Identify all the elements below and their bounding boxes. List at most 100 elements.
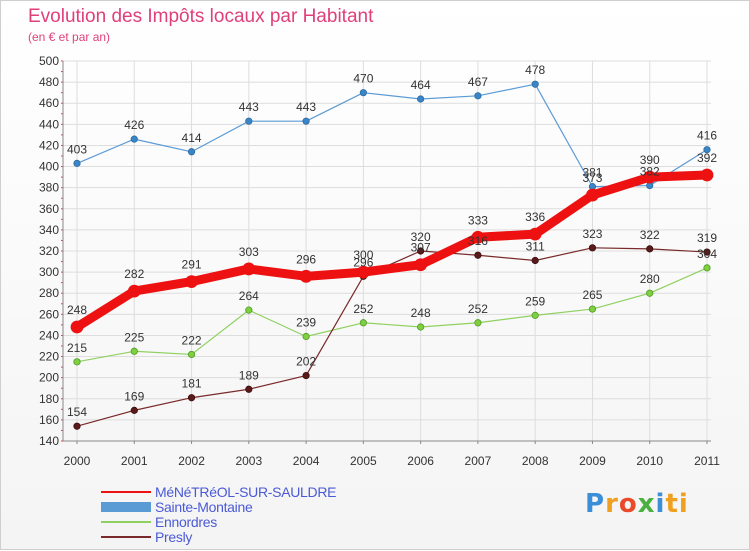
data-label: 169 [124, 389, 144, 403]
data-label: 319 [697, 231, 717, 245]
proxiti-logo: Proxiti [585, 489, 689, 519]
legend-label: MéNéTRéOL-SUR-SAULDRE [155, 484, 337, 500]
y-tick-label: 200 [39, 371, 59, 385]
x-tick-label: 2008 [522, 454, 549, 468]
data-point [130, 347, 138, 355]
data-point [359, 319, 367, 327]
data-label: 296 [353, 255, 373, 269]
data-label: 467 [468, 75, 488, 89]
y-tick-label: 240 [39, 328, 59, 342]
chart-subtitle: (en € et par an) [28, 30, 111, 44]
data-point [417, 247, 425, 255]
data-label: 248 [67, 303, 87, 317]
data-label: 464 [411, 78, 431, 92]
data-label: 307 [411, 241, 431, 255]
series-line [74, 170, 708, 331]
data-point [359, 89, 367, 97]
chart-title: Evolution des Impôts locaux par Habitant [28, 6, 374, 27]
legend-swatch [101, 521, 151, 523]
data-point [586, 188, 599, 202]
data-point [474, 92, 482, 100]
data-label: 316 [468, 234, 488, 248]
data-label: 225 [124, 330, 144, 344]
data-label: 403 [67, 142, 87, 156]
data-point [471, 230, 485, 244]
legend-label: Presly [155, 529, 193, 545]
logo-letter: i [655, 489, 666, 519]
data-point [302, 117, 310, 125]
data-point [187, 350, 196, 359]
data-point [474, 319, 482, 327]
data-label: 280 [640, 272, 660, 286]
logo-letter: o [618, 489, 638, 519]
data-point [531, 80, 539, 88]
data-label: 426 [124, 118, 144, 132]
y-tick-label: 420 [39, 138, 59, 152]
legend-swatch [101, 502, 151, 512]
data-point [417, 95, 425, 103]
data-point [417, 323, 425, 331]
data-label: 382 [640, 165, 660, 179]
data-label: 252 [353, 302, 373, 316]
y-tick-label: 480 [39, 75, 59, 89]
data-label: 296 [296, 252, 316, 266]
x-tick-label: 2002 [178, 454, 205, 468]
data-point [245, 385, 253, 393]
x-tick-label: 2006 [407, 454, 434, 468]
data-label: 381 [582, 166, 602, 180]
data-label: 154 [67, 405, 87, 419]
logo-letter: r [605, 489, 619, 519]
data-label: 264 [239, 289, 259, 303]
data-point [646, 289, 654, 297]
y-tick-label: 360 [39, 202, 59, 216]
data-label: 259 [525, 294, 545, 308]
data-label: 215 [67, 341, 87, 355]
data-label: 222 [182, 333, 202, 347]
y-tick-label: 160 [39, 413, 59, 427]
data-point [646, 245, 654, 253]
data-label: 443 [239, 100, 259, 114]
data-label: 323 [582, 227, 602, 241]
x-tick-label: 2000 [64, 454, 91, 468]
logo-letter: ti [665, 489, 689, 519]
series-line [76, 83, 708, 188]
x-tick-label: 2007 [465, 454, 492, 468]
data-label: 239 [296, 316, 316, 330]
data-label: 303 [239, 245, 259, 259]
data-label: 265 [582, 288, 602, 302]
data-point [414, 258, 428, 272]
data-label: 282 [124, 267, 144, 281]
data-label: 291 [182, 258, 202, 272]
legend-label: Sainte-Montaine [155, 499, 253, 515]
series-line [76, 247, 708, 427]
data-point [245, 117, 253, 125]
y-tick-label: 500 [39, 54, 59, 68]
legend-swatch [101, 536, 151, 538]
x-tick-label: 2003 [235, 454, 262, 468]
data-label: 304 [697, 247, 717, 261]
data-label: 322 [640, 228, 660, 242]
data-label: 333 [468, 213, 488, 227]
y-tick-label: 340 [39, 223, 59, 237]
legend-swatch [101, 491, 151, 493]
data-point [703, 146, 711, 154]
y-tick-label: 400 [39, 160, 59, 174]
logo-letter: x [637, 489, 656, 519]
data-point [700, 168, 714, 182]
data-point [130, 406, 138, 414]
y-tick-label: 180 [39, 392, 59, 406]
data-label: 443 [296, 100, 316, 114]
data-point [73, 422, 81, 430]
data-point [302, 332, 310, 341]
data-point [73, 358, 81, 366]
data-point [588, 244, 597, 252]
data-label: 416 [697, 129, 717, 143]
data-point [130, 135, 138, 143]
data-point [187, 148, 196, 156]
x-tick-label: 2011 [694, 454, 720, 468]
y-tick-label: 280 [39, 286, 59, 300]
data-label: 392 [697, 151, 717, 165]
y-tick-label: 320 [39, 244, 59, 258]
y-tick-label: 460 [39, 96, 59, 110]
